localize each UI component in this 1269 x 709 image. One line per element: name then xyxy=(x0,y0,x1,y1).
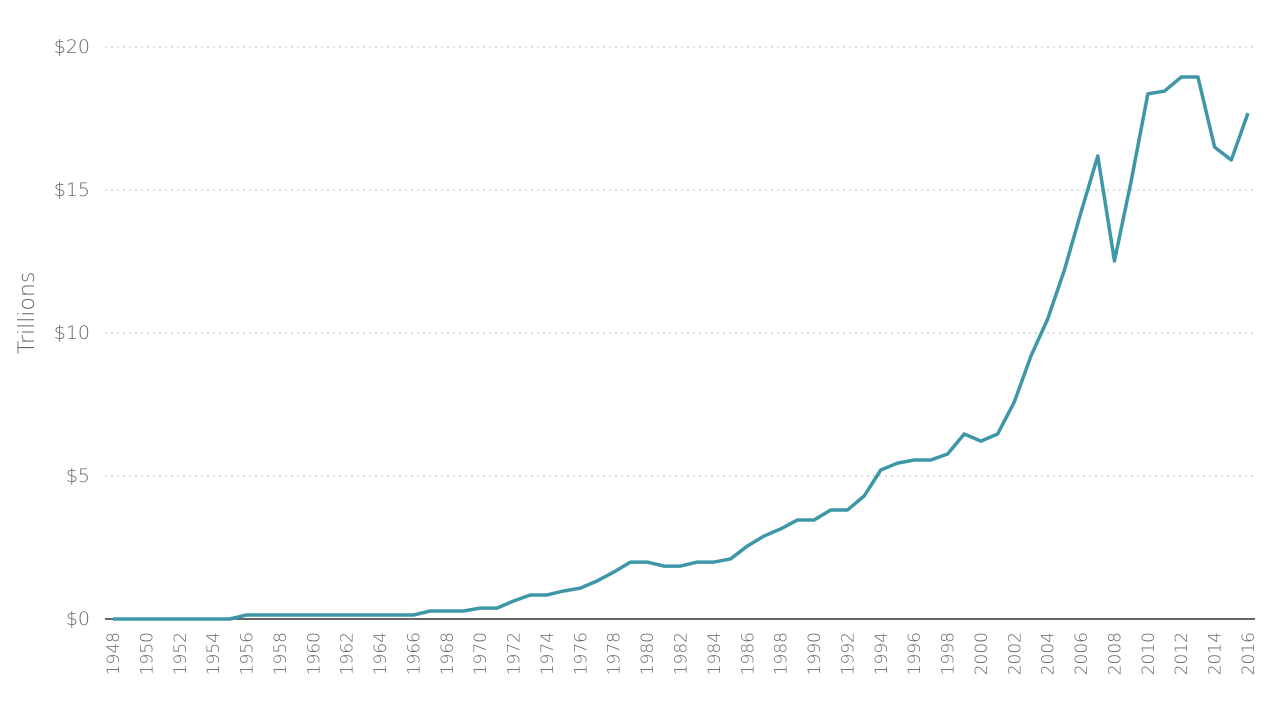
x-tick-label: 1998 xyxy=(939,632,959,675)
y-axis-label: Trillions xyxy=(15,272,40,355)
x-tick-label: 1958 xyxy=(271,632,291,675)
x-tick-label: 1948 xyxy=(104,632,124,675)
x-tick-label: 1972 xyxy=(505,632,525,675)
x-tick-label: 1970 xyxy=(471,632,491,675)
x-tick-label: 1976 xyxy=(571,632,591,675)
y-tick-label: $5 xyxy=(66,465,90,487)
x-tick-label: 1964 xyxy=(371,632,391,675)
x-tick-label: 2014 xyxy=(1206,632,1226,675)
x-tick-label: 2004 xyxy=(1039,632,1059,675)
y-tick-label: $20 xyxy=(54,36,90,58)
x-tick-label: 1974 xyxy=(538,632,558,675)
x-tick-label: 1952 xyxy=(171,632,191,675)
x-tick-label: 2012 xyxy=(1172,632,1192,675)
x-tick-label: 2002 xyxy=(1005,632,1025,675)
y-tick-label: $15 xyxy=(54,179,90,201)
x-tick-label: 1990 xyxy=(805,632,825,675)
data-line xyxy=(113,75,1250,621)
x-tick-label: 1986 xyxy=(738,632,758,675)
x-tick-label: 2008 xyxy=(1105,632,1125,675)
x-tick-label: 1988 xyxy=(772,632,792,675)
x-tick-label: 1966 xyxy=(404,632,424,675)
x-tick-label: 1950 xyxy=(137,632,157,675)
x-tick-label: 1978 xyxy=(605,632,625,675)
x-tick-label: 1984 xyxy=(705,632,725,675)
x-tick-label: 1996 xyxy=(905,632,925,675)
y-tick-label: $10 xyxy=(54,322,90,344)
y-tick-label: $0 xyxy=(66,608,90,630)
x-tick-label: 1982 xyxy=(672,632,692,675)
x-tick-label: 2016 xyxy=(1239,632,1259,675)
x-tick-label: 2006 xyxy=(1072,632,1092,675)
x-tick-label: 1980 xyxy=(638,632,658,675)
x-tick-label: 1994 xyxy=(872,632,892,675)
x-tick-label: 1960 xyxy=(304,632,324,675)
x-tick-label: 1968 xyxy=(438,632,458,675)
x-tick-label: 2010 xyxy=(1139,632,1159,675)
x-tick-label: 1954 xyxy=(204,632,224,675)
x-tick-label: 1992 xyxy=(838,632,858,675)
x-tick-label: 1962 xyxy=(338,632,358,675)
x-tick-label: 1956 xyxy=(238,632,258,675)
x-tick-label: 2000 xyxy=(972,632,992,675)
